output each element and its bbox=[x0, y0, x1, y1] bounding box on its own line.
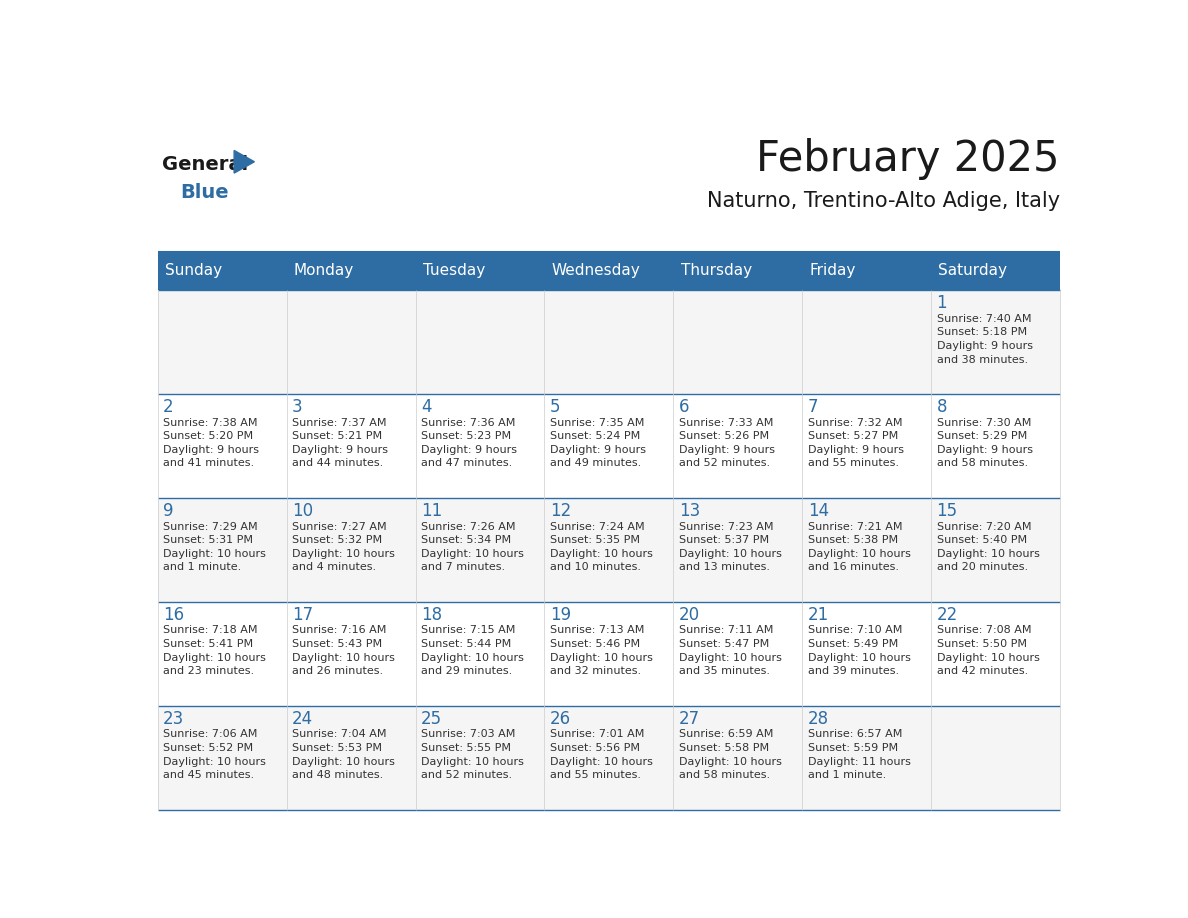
Text: 1: 1 bbox=[936, 294, 947, 312]
Text: 2: 2 bbox=[163, 397, 173, 416]
Text: Sunday: Sunday bbox=[165, 263, 222, 278]
Text: General: General bbox=[163, 155, 248, 174]
Text: 25: 25 bbox=[421, 710, 442, 728]
Text: Tuesday: Tuesday bbox=[423, 263, 485, 278]
Text: Naturno, Trentino-Alto Adige, Italy: Naturno, Trentino-Alto Adige, Italy bbox=[707, 192, 1060, 211]
Text: Sunrise: 7:04 AM
Sunset: 5:53 PM
Daylight: 10 hours
and 48 minutes.: Sunrise: 7:04 AM Sunset: 5:53 PM Dayligh… bbox=[292, 730, 394, 780]
Text: 7: 7 bbox=[808, 397, 819, 416]
Text: Sunrise: 7:23 AM
Sunset: 5:37 PM
Daylight: 10 hours
and 13 minutes.: Sunrise: 7:23 AM Sunset: 5:37 PM Dayligh… bbox=[678, 521, 782, 572]
Bar bbox=[158, 395, 1060, 498]
Text: Sunrise: 7:35 AM
Sunset: 5:24 PM
Daylight: 9 hours
and 49 minutes.: Sunrise: 7:35 AM Sunset: 5:24 PM Dayligh… bbox=[550, 418, 646, 468]
Text: Sunrise: 7:21 AM
Sunset: 5:38 PM
Daylight: 10 hours
and 16 minutes.: Sunrise: 7:21 AM Sunset: 5:38 PM Dayligh… bbox=[808, 521, 910, 572]
Text: 19: 19 bbox=[550, 606, 571, 623]
Text: 18: 18 bbox=[421, 606, 442, 623]
Text: Sunrise: 7:24 AM
Sunset: 5:35 PM
Daylight: 10 hours
and 10 minutes.: Sunrise: 7:24 AM Sunset: 5:35 PM Dayligh… bbox=[550, 521, 652, 572]
Text: 3: 3 bbox=[292, 397, 303, 416]
Text: Sunrise: 7:20 AM
Sunset: 5:40 PM
Daylight: 10 hours
and 20 minutes.: Sunrise: 7:20 AM Sunset: 5:40 PM Dayligh… bbox=[936, 521, 1040, 572]
Text: Sunrise: 7:29 AM
Sunset: 5:31 PM
Daylight: 10 hours
and 1 minute.: Sunrise: 7:29 AM Sunset: 5:31 PM Dayligh… bbox=[163, 521, 266, 572]
Text: February 2025: February 2025 bbox=[757, 139, 1060, 181]
Text: 8: 8 bbox=[936, 397, 947, 416]
Text: 22: 22 bbox=[936, 606, 958, 623]
Text: 16: 16 bbox=[163, 606, 184, 623]
Text: Sunrise: 7:18 AM
Sunset: 5:41 PM
Daylight: 10 hours
and 23 minutes.: Sunrise: 7:18 AM Sunset: 5:41 PM Dayligh… bbox=[163, 625, 266, 677]
Text: Sunrise: 7:38 AM
Sunset: 5:20 PM
Daylight: 9 hours
and 41 minutes.: Sunrise: 7:38 AM Sunset: 5:20 PM Dayligh… bbox=[163, 418, 259, 468]
Bar bbox=[158, 706, 1060, 810]
Text: 9: 9 bbox=[163, 502, 173, 520]
Text: Sunrise: 7:27 AM
Sunset: 5:32 PM
Daylight: 10 hours
and 4 minutes.: Sunrise: 7:27 AM Sunset: 5:32 PM Dayligh… bbox=[292, 521, 394, 572]
Bar bbox=[158, 252, 1060, 290]
Text: 12: 12 bbox=[550, 502, 571, 520]
Text: 10: 10 bbox=[292, 502, 314, 520]
Text: Sunrise: 7:37 AM
Sunset: 5:21 PM
Daylight: 9 hours
and 44 minutes.: Sunrise: 7:37 AM Sunset: 5:21 PM Dayligh… bbox=[292, 418, 388, 468]
Text: Sunrise: 7:11 AM
Sunset: 5:47 PM
Daylight: 10 hours
and 35 minutes.: Sunrise: 7:11 AM Sunset: 5:47 PM Dayligh… bbox=[678, 625, 782, 677]
Text: Sunrise: 7:33 AM
Sunset: 5:26 PM
Daylight: 9 hours
and 52 minutes.: Sunrise: 7:33 AM Sunset: 5:26 PM Dayligh… bbox=[678, 418, 775, 468]
Text: 26: 26 bbox=[550, 710, 571, 728]
Text: 27: 27 bbox=[678, 710, 700, 728]
Text: 24: 24 bbox=[292, 710, 314, 728]
Text: Sunrise: 7:13 AM
Sunset: 5:46 PM
Daylight: 10 hours
and 32 minutes.: Sunrise: 7:13 AM Sunset: 5:46 PM Dayligh… bbox=[550, 625, 652, 677]
Text: Sunrise: 6:59 AM
Sunset: 5:58 PM
Daylight: 10 hours
and 58 minutes.: Sunrise: 6:59 AM Sunset: 5:58 PM Dayligh… bbox=[678, 730, 782, 780]
Text: 6: 6 bbox=[678, 397, 689, 416]
Text: 17: 17 bbox=[292, 606, 314, 623]
Text: Sunrise: 7:01 AM
Sunset: 5:56 PM
Daylight: 10 hours
and 55 minutes.: Sunrise: 7:01 AM Sunset: 5:56 PM Dayligh… bbox=[550, 730, 652, 780]
Text: Sunrise: 7:36 AM
Sunset: 5:23 PM
Daylight: 9 hours
and 47 minutes.: Sunrise: 7:36 AM Sunset: 5:23 PM Dayligh… bbox=[421, 418, 517, 468]
Text: Sunrise: 7:40 AM
Sunset: 5:18 PM
Daylight: 9 hours
and 38 minutes.: Sunrise: 7:40 AM Sunset: 5:18 PM Dayligh… bbox=[936, 314, 1032, 364]
Bar bbox=[158, 498, 1060, 602]
Text: 28: 28 bbox=[808, 710, 829, 728]
Text: 20: 20 bbox=[678, 606, 700, 623]
Polygon shape bbox=[234, 151, 254, 174]
Text: Sunrise: 7:32 AM
Sunset: 5:27 PM
Daylight: 9 hours
and 55 minutes.: Sunrise: 7:32 AM Sunset: 5:27 PM Dayligh… bbox=[808, 418, 904, 468]
Text: Sunrise: 7:16 AM
Sunset: 5:43 PM
Daylight: 10 hours
and 26 minutes.: Sunrise: 7:16 AM Sunset: 5:43 PM Dayligh… bbox=[292, 625, 394, 677]
Text: 21: 21 bbox=[808, 606, 829, 623]
Text: Sunrise: 7:08 AM
Sunset: 5:50 PM
Daylight: 10 hours
and 42 minutes.: Sunrise: 7:08 AM Sunset: 5:50 PM Dayligh… bbox=[936, 625, 1040, 677]
Text: Sunrise: 7:10 AM
Sunset: 5:49 PM
Daylight: 10 hours
and 39 minutes.: Sunrise: 7:10 AM Sunset: 5:49 PM Dayligh… bbox=[808, 625, 910, 677]
Text: Friday: Friday bbox=[809, 263, 855, 278]
Text: Sunrise: 7:06 AM
Sunset: 5:52 PM
Daylight: 10 hours
and 45 minutes.: Sunrise: 7:06 AM Sunset: 5:52 PM Dayligh… bbox=[163, 730, 266, 780]
Text: Saturday: Saturday bbox=[939, 263, 1007, 278]
Bar bbox=[158, 290, 1060, 395]
Text: Thursday: Thursday bbox=[681, 263, 752, 278]
Text: 23: 23 bbox=[163, 710, 184, 728]
Text: 4: 4 bbox=[421, 397, 431, 416]
Text: Sunrise: 7:26 AM
Sunset: 5:34 PM
Daylight: 10 hours
and 7 minutes.: Sunrise: 7:26 AM Sunset: 5:34 PM Dayligh… bbox=[421, 521, 524, 572]
Text: Wednesday: Wednesday bbox=[551, 263, 640, 278]
Text: Monday: Monday bbox=[293, 263, 354, 278]
Text: 11: 11 bbox=[421, 502, 442, 520]
Text: 14: 14 bbox=[808, 502, 829, 520]
Text: Sunrise: 7:03 AM
Sunset: 5:55 PM
Daylight: 10 hours
and 52 minutes.: Sunrise: 7:03 AM Sunset: 5:55 PM Dayligh… bbox=[421, 730, 524, 780]
Text: 13: 13 bbox=[678, 502, 700, 520]
Text: Sunrise: 7:30 AM
Sunset: 5:29 PM
Daylight: 9 hours
and 58 minutes.: Sunrise: 7:30 AM Sunset: 5:29 PM Dayligh… bbox=[936, 418, 1032, 468]
Text: Blue: Blue bbox=[181, 183, 229, 202]
Text: Sunrise: 6:57 AM
Sunset: 5:59 PM
Daylight: 11 hours
and 1 minute.: Sunrise: 6:57 AM Sunset: 5:59 PM Dayligh… bbox=[808, 730, 910, 780]
Bar bbox=[158, 602, 1060, 706]
Text: 5: 5 bbox=[550, 397, 561, 416]
Text: 15: 15 bbox=[936, 502, 958, 520]
Text: Sunrise: 7:15 AM
Sunset: 5:44 PM
Daylight: 10 hours
and 29 minutes.: Sunrise: 7:15 AM Sunset: 5:44 PM Dayligh… bbox=[421, 625, 524, 677]
